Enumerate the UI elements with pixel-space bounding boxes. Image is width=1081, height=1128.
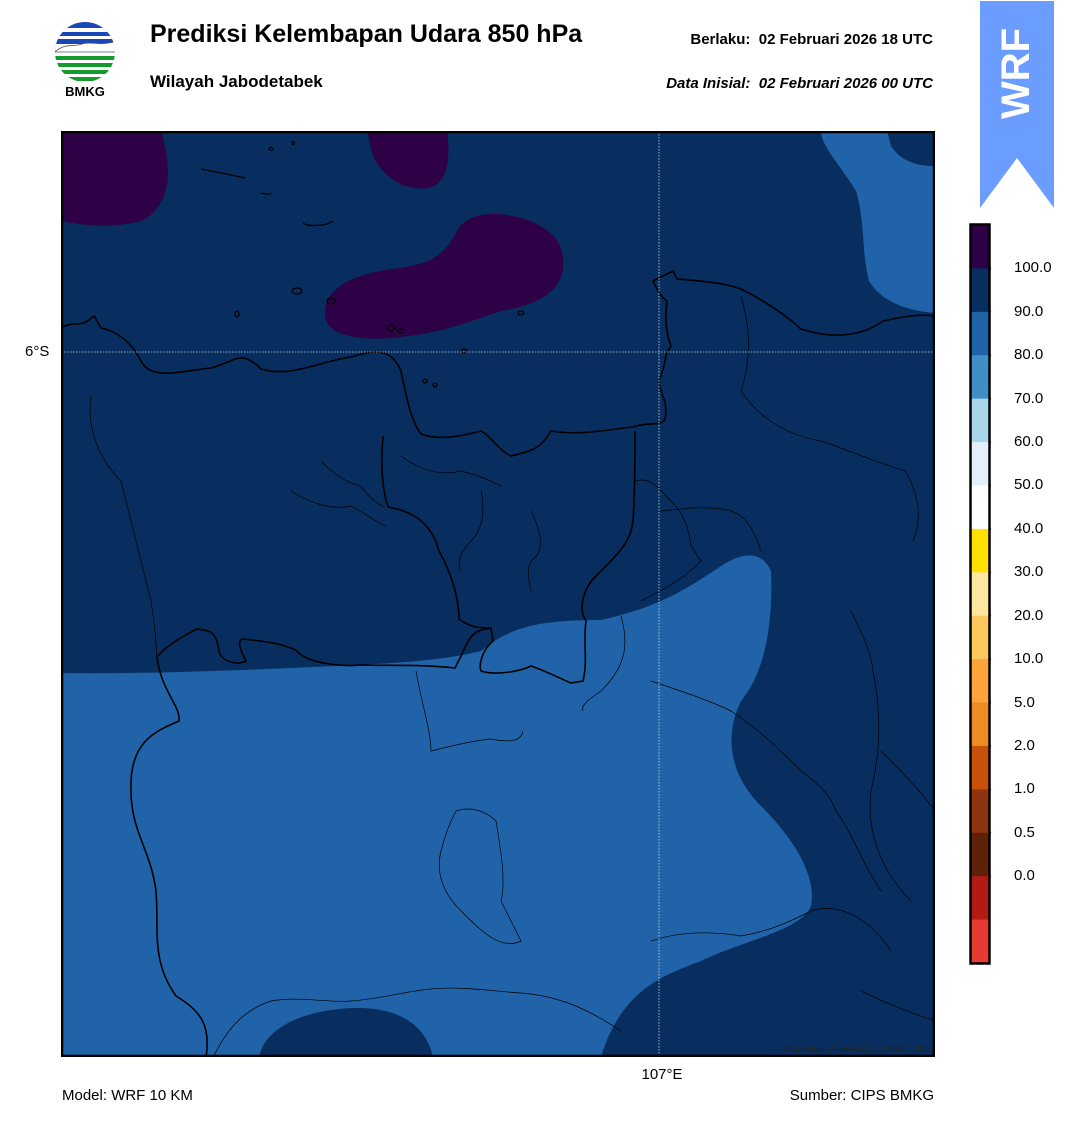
- colorbar-tick-label: 40.0: [1014, 519, 1044, 537]
- bmkg-emblem-icon: [55, 22, 115, 82]
- logo-text: BMKG: [65, 84, 105, 99]
- init-time: Data Inisial: 02 Februari 2026 00 UTC: [666, 75, 933, 92]
- humidity-area-above-100-north: [367, 131, 449, 189]
- region-subtitle: Wilayah Jabodetabek: [150, 72, 323, 91]
- colorbar-segment: [971, 355, 989, 400]
- colorbar-segment: [971, 442, 989, 486]
- wrf-ribbon: [980, 1, 1054, 208]
- colorbar-segment: [971, 702, 989, 747]
- colorbar-segment: [971, 745, 989, 790]
- init-time-value: 02 Februari 2026 00 UTC: [758, 75, 933, 92]
- colorbar-tick-label: 60.0: [1014, 433, 1044, 451]
- district-borders: [89, 295, 935, 1057]
- colorbar-tick-label: 10.0: [1014, 650, 1044, 668]
- model-info: Model: WRF 10 KM: [62, 1087, 193, 1104]
- colorbar-segment: [971, 311, 989, 356]
- colorbar-tick-label: 0.5: [1014, 823, 1035, 841]
- colorbar-tick-label: 50.0: [1014, 476, 1044, 494]
- colorbar-segment: [971, 485, 989, 530]
- province-boundary: [381, 430, 636, 684]
- colorbar-tick-label: 2.0: [1014, 736, 1035, 754]
- islands: [200, 140, 525, 388]
- district-boundary-west: [156, 627, 492, 669]
- colorbar-segment: [971, 615, 989, 660]
- colorbar-tick-label: 5.0: [1014, 693, 1035, 711]
- colorbar-tick-label: 70.0: [1014, 389, 1044, 407]
- humidity-area-90-100-south-patch: [259, 1007, 433, 1057]
- valid-time-value: 02 Februari 2026 18 UTC: [758, 31, 933, 48]
- humidity-area-above-100-center: [324, 214, 564, 339]
- colorbar-tick-label: 30.0: [1014, 563, 1044, 581]
- coastline: [61, 269, 935, 457]
- colorbar-segment: [971, 528, 989, 573]
- colorbar-segment: [971, 919, 989, 964]
- source-info: Sumber: CIPS BMKG: [789, 1087, 934, 1104]
- bmkg-logo: BMKG: [52, 20, 118, 102]
- colorbar-segment: [971, 789, 989, 834]
- colorbar-tick-label: 90.0: [1014, 302, 1044, 320]
- humidity-map: [61, 131, 935, 1057]
- page-title: Prediksi Kelembapan Udara 850 hPa: [150, 20, 583, 48]
- humidity-area-80-90-northeast: [821, 131, 935, 313]
- colorbar-segment: [971, 268, 989, 313]
- valid-time-label: Berlaku:: [690, 31, 751, 48]
- colorbar-segment: [971, 398, 989, 443]
- coastline-west-edge: [130, 656, 208, 1057]
- colorbar-segment: [971, 876, 989, 921]
- colorbar-tick-label: 80.0: [1014, 346, 1044, 364]
- latitude-label: 6°S: [25, 343, 50, 360]
- humidity-area-above-100-nw: [61, 131, 168, 226]
- colorbar-frame: [969, 223, 991, 965]
- colorbar-segment: [971, 659, 989, 704]
- colorbar-segment: [971, 572, 989, 617]
- colorbar-segment: [971, 225, 989, 269]
- copyright-text: ©Sub Bidang Prediksi Cuaca BMKG, 2020: [781, 1045, 933, 1054]
- init-time-label: Data Inisial:: [666, 75, 751, 92]
- colorbar: [969, 223, 991, 965]
- colorbar-tick-label: 1.0: [1014, 780, 1035, 798]
- colorbar-segment: [971, 832, 989, 877]
- colorbar-tick-label: 100.0: [1014, 259, 1052, 277]
- map-frame: [61, 131, 935, 1057]
- colorbar-tick-label: 0.0: [1014, 867, 1035, 885]
- longitude-label: 107°E: [641, 1066, 683, 1083]
- humidity-area-80-90-south: [61, 555, 812, 1057]
- colorbar-tick-label: 20.0: [1014, 606, 1044, 624]
- valid-time: Berlaku: 02 Februari 2026 18 UTC: [690, 31, 933, 48]
